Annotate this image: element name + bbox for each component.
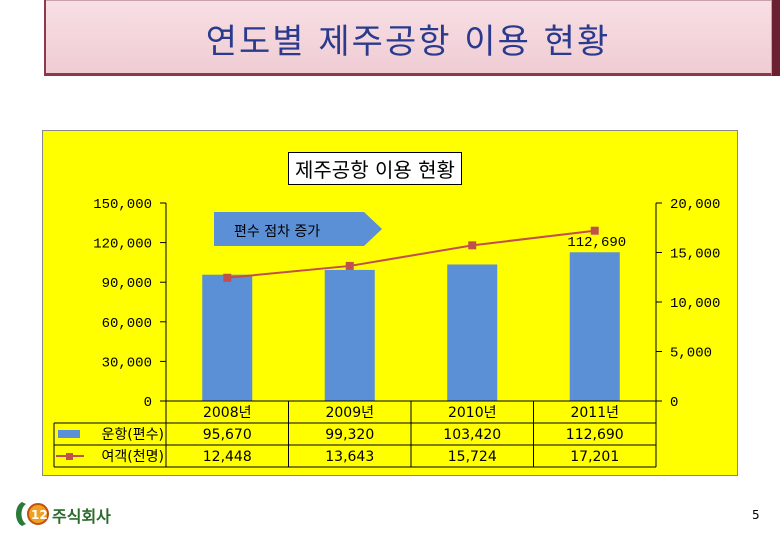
series-line	[227, 229, 595, 279]
legend-key-bar	[58, 430, 80, 438]
page-number: 5	[752, 508, 760, 522]
y-right-tick-label: 5,000	[670, 346, 712, 362]
line-point	[223, 273, 232, 282]
table-cell: 13,643	[325, 449, 374, 465]
chart-title: 제주공항 이용 현황	[288, 152, 462, 185]
line-point	[345, 261, 354, 270]
y-right-tick-label: 15,000	[670, 247, 720, 263]
table-cell: 95,670	[203, 427, 252, 443]
legend-key-marker	[66, 453, 73, 460]
table-cell: 112,690	[566, 427, 624, 443]
y-left-tick-label: 0	[144, 395, 152, 411]
bar-data-label: 112,690	[567, 235, 626, 251]
y-left-tick-label: 90,000	[102, 276, 152, 292]
legend-name: 여객(천명)	[102, 449, 164, 465]
category-label: 2009년	[325, 405, 374, 421]
table-cell: 103,420	[443, 427, 501, 443]
y-right-tick-label: 0	[670, 395, 678, 411]
category-label: 2008년	[203, 405, 252, 421]
annotation-arrow	[214, 212, 382, 246]
line-point	[468, 241, 477, 250]
logo-text: 주식회사	[52, 507, 111, 526]
banner-right-bar	[772, 0, 780, 76]
line-point	[590, 226, 599, 235]
logo-number: 123	[31, 508, 56, 522]
title-banner	[44, 0, 772, 76]
chart-panel	[42, 130, 738, 476]
y-right-tick-label: 10,000	[670, 296, 720, 312]
bar	[202, 274, 253, 401]
bar	[324, 269, 375, 401]
annotation-text: 편수 점차 증가	[234, 224, 320, 240]
table-cell: 15,724	[448, 449, 497, 465]
category-label: 2011년	[570, 405, 619, 421]
table-cell: 17,201	[570, 449, 619, 465]
y-left-tick-label: 150,000	[93, 197, 152, 213]
table-cell: 12,448	[203, 449, 252, 465]
bar	[447, 264, 498, 401]
y-left-tick-label: 30,000	[102, 355, 152, 371]
table-cell: 99,320	[325, 427, 374, 443]
banner-accent-line	[44, 0, 46, 76]
y-left-tick-label: 120,000	[93, 237, 152, 253]
legend-name: 운항(편수)	[102, 427, 164, 443]
y-left-tick-label: 60,000	[102, 316, 152, 332]
category-label: 2010년	[448, 405, 497, 421]
y-right-tick-label: 20,000	[670, 197, 720, 213]
company-logo: 123 주식회사	[16, 502, 111, 526]
page-title: 연도별 제주공항 이용 현황	[205, 22, 611, 62]
bar	[569, 252, 620, 401]
